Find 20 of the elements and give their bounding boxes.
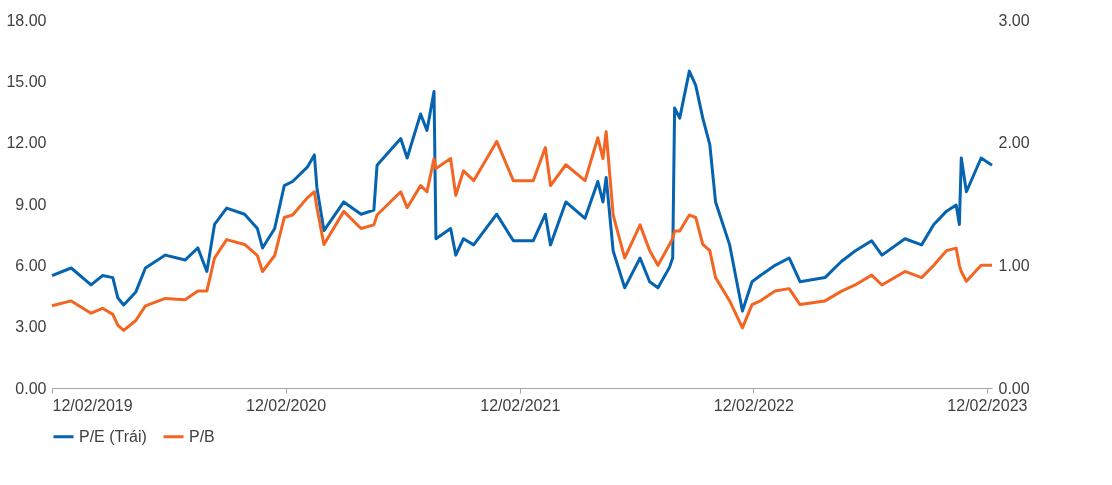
y-tick-label: 18.00 xyxy=(6,11,47,29)
x-tick-label: 12/02/2019 xyxy=(52,396,133,414)
y-tick-label: 6.00 xyxy=(15,256,47,274)
y-tick-label: 3.00 xyxy=(15,318,47,336)
y-tick-label: 12.00 xyxy=(6,134,47,152)
y2-tick-label: 2.00 xyxy=(998,134,1030,152)
line-series xyxy=(50,69,994,313)
y-tick-label: 9.00 xyxy=(15,195,47,213)
x-tick-label: 12/02/2020 xyxy=(246,396,327,414)
x-tick-label: 12/02/2022 xyxy=(713,396,794,414)
legend-label: P/E (Trái) xyxy=(79,427,147,445)
y2-tick-label: 0.00 xyxy=(998,379,1030,397)
y2-tick-label: 1.00 xyxy=(998,256,1030,274)
line-series xyxy=(50,130,994,332)
legend-label: P/B xyxy=(189,427,215,445)
x-tick-label: 12/02/2023 xyxy=(947,396,1028,414)
y-tick-label: 15.00 xyxy=(6,72,47,90)
x-tick-label: 12/02/2021 xyxy=(480,396,561,414)
y-tick-label: 0.00 xyxy=(15,379,47,397)
y2-tick-label: 3.00 xyxy=(998,11,1030,29)
